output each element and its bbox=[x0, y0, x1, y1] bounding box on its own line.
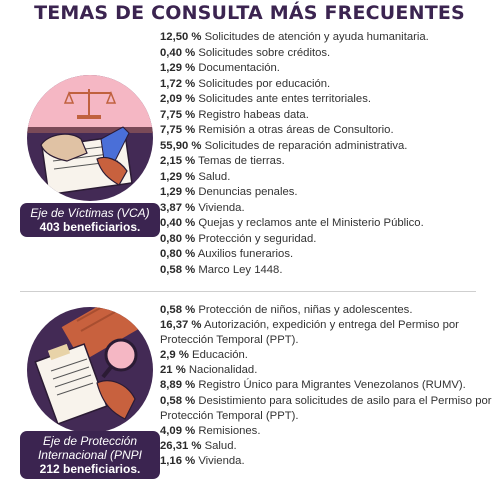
badge-name: Eje de Víctimas (VCA) bbox=[30, 206, 150, 220]
list-item: 1,29 % Denuncias penales. bbox=[160, 186, 298, 198]
list-item: 0,80 % Auxilios funerarios. bbox=[160, 248, 294, 260]
list-item: 8,89 % Registro Único para Migrantes Ven… bbox=[160, 379, 466, 392]
list-item: 0,80 % Protección y seguridad. bbox=[160, 232, 317, 245]
list-item: 1,72 % Solicitudes por educación. bbox=[160, 77, 331, 90]
badge-count: 212 beneficiarios. bbox=[39, 462, 141, 476]
list-item: 1,16 % Vivienda. bbox=[160, 454, 245, 467]
list-item: 4,09 % Remisiones. bbox=[160, 424, 261, 437]
list-item: 16,37 % Autorización, expedición y entre… bbox=[160, 319, 459, 347]
list-item: 2,09 % Solicitudes ante entes territoria… bbox=[160, 93, 371, 105]
justice-illustration bbox=[27, 75, 153, 201]
eje-proteccion-badge: Eje de Protección Internacional (PNPI 21… bbox=[20, 431, 160, 479]
list-item: 21 % Nacionalidad. bbox=[160, 364, 258, 377]
list-item: 55,90 % Solicitudes de reparación admini… bbox=[160, 139, 408, 152]
list-item: 1,29 % Salud. bbox=[160, 170, 231, 183]
list-item: 2,15 % Temas de tierras. bbox=[160, 155, 285, 167]
eje-victimas-badge: Eje de Víctimas (VCA) 403 beneficiarios. bbox=[20, 203, 160, 237]
proteccion-topic-list: 0,58 % Protección de niños, niñas y adol… bbox=[160, 303, 492, 469]
list-item: 2,9 % Educación. bbox=[160, 349, 248, 362]
section-proteccion: Eje de Protección Internacional (PNPI 21… bbox=[0, 303, 499, 497]
section-victimas: Eje de Víctimas (VCA) 403 beneficiarios.… bbox=[0, 30, 499, 285]
list-item: 7,75 % Remisión a otras áreas de Consult… bbox=[160, 124, 394, 136]
list-item: 0,58 % Marco Ley 1448. bbox=[160, 263, 283, 276]
badge-name: Eje de Protección Internacional (PNPI bbox=[37, 434, 143, 462]
signing-document-icon bbox=[27, 75, 153, 196]
list-item: 0,58 % Protección de niños, niñas y adol… bbox=[160, 304, 413, 316]
list-item: 1,29 % Documentación. bbox=[160, 62, 280, 74]
list-item: 7,75 % Registro habeas data. bbox=[160, 108, 309, 121]
list-item: 26,31 % Salud. bbox=[160, 439, 237, 452]
list-item: 0,40 % Quejas y reclamos ante el Ministe… bbox=[160, 217, 424, 229]
list-item: 0,40 % Solicitudes sobre créditos. bbox=[160, 46, 331, 59]
list-item: 0,58 % Desistimiento para solicitudes de… bbox=[160, 394, 492, 422]
badge-count: 403 beneficiarios. bbox=[39, 220, 141, 234]
section-divider bbox=[20, 291, 476, 292]
passport-magnifier-icon bbox=[34, 307, 143, 425]
migration-illustration bbox=[27, 307, 153, 433]
victimas-topic-list: 12,50 % Solicitudes de atención y ayuda … bbox=[160, 30, 492, 278]
list-item: 3,87 % Vivienda. bbox=[160, 201, 245, 214]
list-item: 12,50 % Solicitudes de atención y ayuda … bbox=[160, 31, 429, 43]
page-title: TEMAS DE CONSULTA MÁS FRECUENTES bbox=[34, 2, 465, 24]
